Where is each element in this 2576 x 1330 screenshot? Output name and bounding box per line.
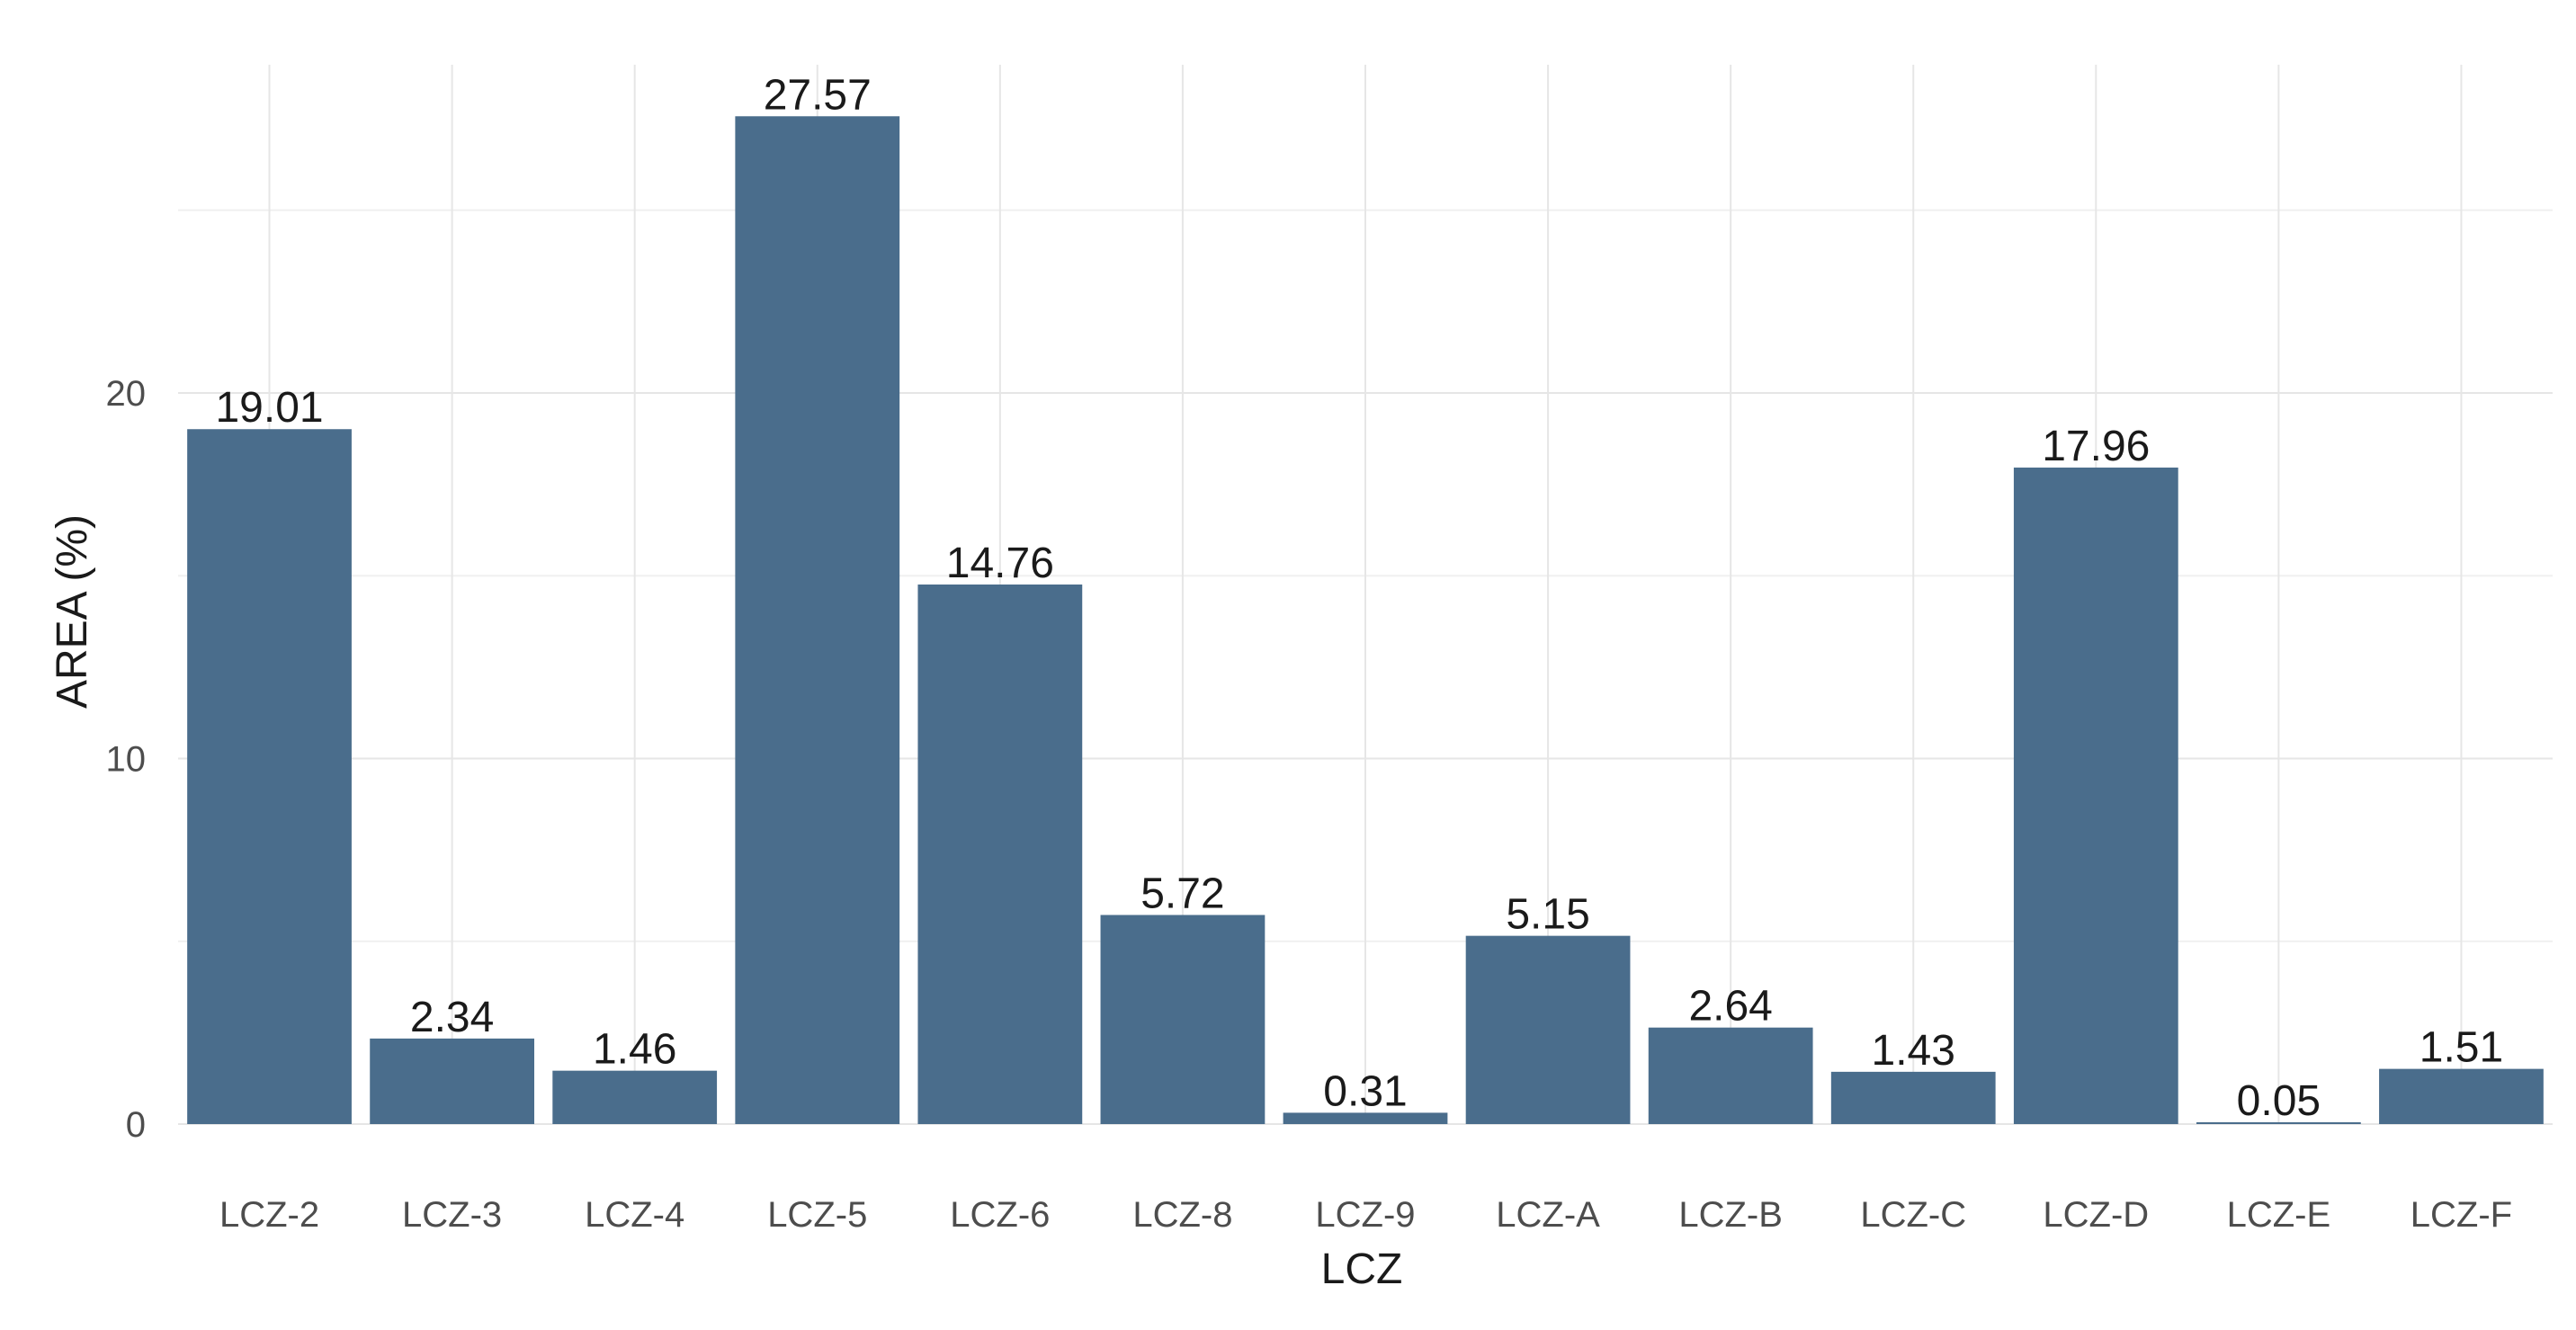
bar-lcz-3 [370,1038,534,1124]
bar-value-label: 27.57 [764,71,872,119]
x-tick-label: LCZ-3 [402,1195,502,1235]
bar-value-label: 0.05 [2237,1077,2321,1125]
bar-value-label: 1.51 [2419,1024,2503,1072]
bar-value-label: 2.64 [1688,983,1772,1031]
y-tick-label: 20 [106,374,147,414]
x-tick-label: LCZ-C [1860,1195,1966,1235]
bar-lcz-c [1830,1071,1996,1124]
x-tick-label: LCZ-4 [585,1195,684,1235]
bar-value-label: 2.34 [410,994,494,1041]
bars [187,116,2544,1124]
bar-lcz-4 [552,1070,718,1124]
bar-value-label: 17.96 [2042,423,2150,470]
bar-lcz-2 [187,429,352,1124]
bar-lcz-e [2196,1121,2361,1124]
bar-value-label: 1.46 [593,1026,676,1074]
bar-lcz-5 [735,116,900,1124]
bar-value-label: 5.15 [1506,891,1589,939]
bar-value-label: 0.31 [1323,1067,1407,1115]
x-tick-label: LCZ-2 [219,1195,319,1235]
bar-lcz-f [2379,1068,2544,1124]
y-axis-tick-labels: 0 10 20 [106,374,147,1145]
x-tick-label: LCZ-8 [1132,1195,1232,1235]
bar-lcz-a [1465,935,1631,1124]
x-tick-label: LCZ-6 [950,1195,1050,1235]
bar-lcz-6 [917,585,1083,1124]
bar-value-labels: 19.01 2.34 1.46 27.57 14.76 5.72 0.31 5.15 2.64 1… [215,71,2503,1125]
x-tick-label: LCZ-5 [767,1195,867,1235]
bar-lcz-8 [1100,915,1266,1124]
bar-lcz-9 [1283,1112,1448,1124]
y-tick-label: 10 [106,740,147,780]
y-tick-label: 0 [126,1105,146,1145]
bar-value-label: 14.76 [946,540,1054,587]
bar-value-label: 5.72 [1140,870,1224,917]
x-tick-label: LCZ-F [2411,1195,2512,1235]
bar-value-label: 1.43 [1872,1027,1955,1075]
x-axis-title: LCZ [1321,1245,1403,1293]
x-tick-label: LCZ-A [1496,1195,1600,1235]
x-tick-label: LCZ-B [1678,1195,1783,1235]
grid-lines [178,65,2553,1125]
bar-value-label: 19.01 [215,384,323,432]
y-axis-title: AREA (%) [49,514,96,709]
bar-lcz-d [2013,467,2178,1124]
x-tick-label: LCZ-D [2043,1195,2149,1235]
bar-lcz-b [1648,1027,1813,1124]
x-tick-label: LCZ-E [2227,1195,2331,1235]
x-tick-label: LCZ-9 [1315,1195,1415,1235]
x-axis-tick-labels: LCZ-2 LCZ-3 LCZ-4 LCZ-5 LCZ-6 LCZ-8 LCZ-9 LCZ-A… [219,1195,2512,1235]
